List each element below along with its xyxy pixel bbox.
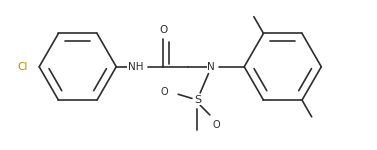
Text: N: N	[207, 62, 215, 72]
Text: S: S	[194, 95, 201, 105]
Text: O: O	[213, 120, 221, 130]
Text: Cl: Cl	[18, 62, 28, 72]
Text: NH: NH	[128, 62, 143, 72]
Text: O: O	[159, 25, 167, 35]
Text: O: O	[161, 87, 169, 96]
